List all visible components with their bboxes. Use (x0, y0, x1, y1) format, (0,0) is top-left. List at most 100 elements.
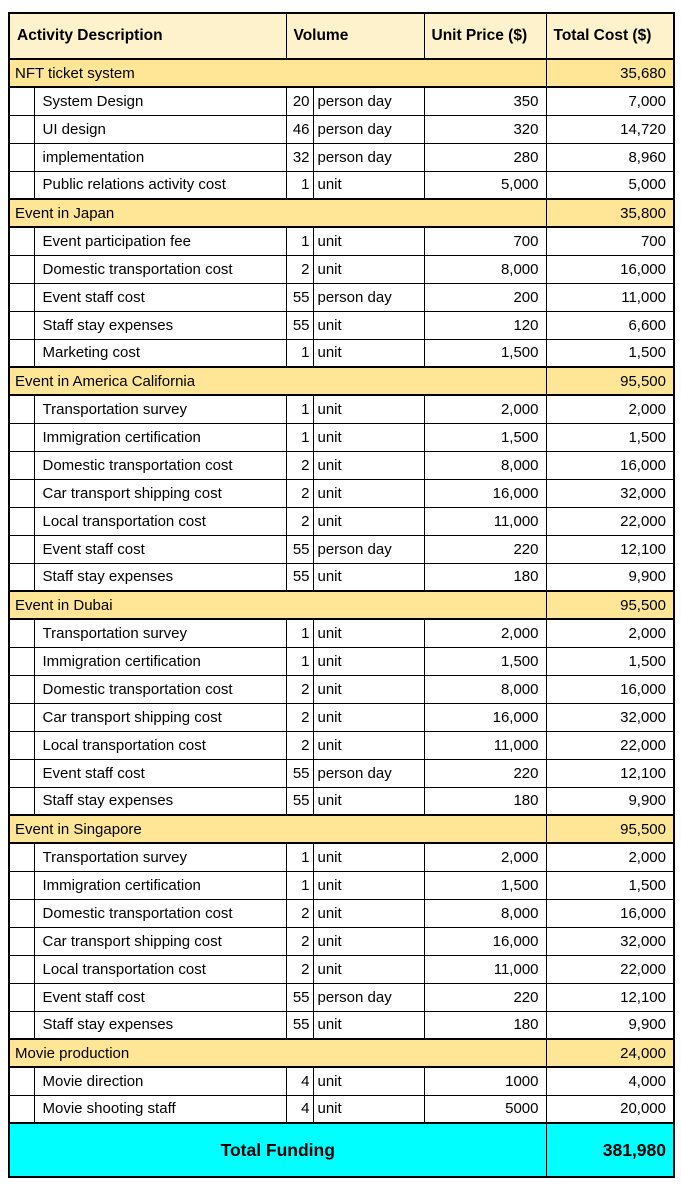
volume-unit-cell: person day (312, 86, 425, 116)
section-row: Event in Dubai 95,500 (8, 590, 675, 620)
activity-description-cell: implementation (33, 142, 287, 172)
unit-price-cell: 8,000 (423, 674, 547, 704)
volume-unit-cell: unit (312, 926, 425, 956)
detail-row: Transportation survey 1 unit 2,000 2,000 (8, 394, 675, 424)
activity-description-cell: Transportation survey (33, 618, 287, 648)
total-funding-label: Total Funding (8, 1122, 547, 1178)
detail-row: Marketing cost 1 unit 1,500 1,500 (8, 338, 675, 368)
section-total: 95,500 (545, 366, 675, 396)
indent-cell (8, 618, 35, 648)
volume-quantity-cell: 55 (285, 1010, 314, 1040)
activity-description-cell: Domestic transportation cost (33, 674, 287, 704)
indent-cell (8, 86, 35, 116)
volume-quantity-cell: 2 (285, 506, 314, 536)
indent-cell (8, 926, 35, 956)
activity-description-cell: Car transport shipping cost (33, 926, 287, 956)
volume-quantity-cell: 1 (285, 394, 314, 424)
detail-row: Movie shooting staff 4 unit 5000 20,000 (8, 1094, 675, 1124)
activity-description-cell: Event staff cost (33, 982, 287, 1012)
detail-row: Immigration certification 1 unit 1,500 1,500 (8, 870, 675, 900)
volume-unit-cell: unit (312, 646, 425, 676)
indent-cell (8, 786, 35, 816)
column-header-total-cost: Total Cost ($) (545, 12, 675, 60)
activity-description-cell: Event staff cost (33, 534, 287, 564)
section-row: NFT ticket system 35,680 (8, 58, 675, 88)
total-cost-cell: 5,000 (545, 170, 675, 200)
volume-unit-cell: person day (312, 114, 425, 144)
unit-price-cell: 180 (423, 562, 547, 592)
detail-row: Car transport shipping cost 2 unit 16,000 32… (8, 926, 675, 956)
column-header-unit-price: Unit Price ($) (423, 12, 547, 60)
volume-unit-cell: person day (312, 282, 425, 312)
detail-row: Immigration certification 1 unit 1,500 1,500 (8, 422, 675, 452)
total-cost-cell: 9,900 (545, 562, 675, 592)
volume-quantity-cell: 2 (285, 926, 314, 956)
volume-quantity-cell: 2 (285, 674, 314, 704)
unit-price-cell: 8,000 (423, 254, 547, 284)
section-total: 95,500 (545, 590, 675, 620)
indent-cell (8, 114, 35, 144)
section-label: NFT ticket system (8, 58, 547, 88)
activity-description-cell: Immigration certification (33, 870, 287, 900)
detail-row: Domestic transportation cost 2 unit 8,000 16… (8, 674, 675, 704)
activity-description-cell: Car transport shipping cost (33, 478, 287, 508)
activity-description-cell: Domestic transportation cost (33, 898, 287, 928)
section-label: Event in Dubai (8, 590, 547, 620)
activity-description-cell: Event staff cost (33, 282, 287, 312)
unit-price-cell: 16,000 (423, 702, 547, 732)
volume-quantity-cell: 55 (285, 562, 314, 592)
total-cost-cell: 12,100 (545, 534, 675, 564)
total-cost-cell: 9,900 (545, 1010, 675, 1040)
detail-row: UI design 46 person day 320 14,720 (8, 114, 675, 144)
volume-quantity-cell: 2 (285, 954, 314, 984)
total-funding-value: 381,980 (545, 1122, 675, 1178)
section-row: Event in Japan 35,800 (8, 198, 675, 228)
indent-cell (8, 674, 35, 704)
section-row: Event in America California 95,500 (8, 366, 675, 396)
total-cost-cell: 1,500 (545, 338, 675, 368)
indent-cell (8, 506, 35, 536)
volume-quantity-cell: 1 (285, 618, 314, 648)
volume-quantity-cell: 55 (285, 282, 314, 312)
volume-quantity-cell: 55 (285, 758, 314, 788)
unit-price-cell: 2,000 (423, 394, 547, 424)
volume-unit-cell: unit (312, 254, 425, 284)
activity-description-cell: UI design (33, 114, 287, 144)
indent-cell (8, 254, 35, 284)
volume-unit-cell: person day (312, 142, 425, 172)
volume-quantity-cell: 4 (285, 1066, 314, 1096)
volume-quantity-cell: 55 (285, 310, 314, 340)
activity-description-cell: Staff stay expenses (33, 310, 287, 340)
activity-description-cell: Staff stay expenses (33, 1010, 287, 1040)
activity-description-cell: Staff stay expenses (33, 786, 287, 816)
total-cost-cell: 4,000 (545, 1066, 675, 1096)
volume-quantity-cell: 55 (285, 786, 314, 816)
volume-unit-cell: unit (312, 338, 425, 368)
total-cost-cell: 1,500 (545, 870, 675, 900)
detail-row: Event participation fee 1 unit 700 700 (8, 226, 675, 256)
total-cost-cell: 22,000 (545, 506, 675, 536)
detail-row: Immigration certification 1 unit 1,500 1,500 (8, 646, 675, 676)
total-cost-cell: 12,100 (545, 758, 675, 788)
indent-cell (8, 478, 35, 508)
unit-price-cell: 11,000 (423, 506, 547, 536)
detail-row: Public relations activity cost 1 unit 5,000… (8, 170, 675, 200)
unit-price-cell: 220 (423, 758, 547, 788)
activity-description-cell: Event participation fee (33, 226, 287, 256)
volume-quantity-cell: 1 (285, 842, 314, 872)
indent-cell (8, 758, 35, 788)
activity-description-cell: Local transportation cost (33, 730, 287, 760)
volume-quantity-cell: 55 (285, 534, 314, 564)
detail-row: Event staff cost 55 person day 220 12,100 (8, 534, 675, 564)
unit-price-cell: 1,500 (423, 422, 547, 452)
volume-quantity-cell: 20 (285, 86, 314, 116)
activity-description-cell: Marketing cost (33, 338, 287, 368)
total-cost-cell: 16,000 (545, 450, 675, 480)
section-total: 95,500 (545, 814, 675, 844)
volume-quantity-cell: 1 (285, 870, 314, 900)
indent-cell (8, 282, 35, 312)
detail-row: Staff stay expenses 55 unit 180 9,900 (8, 786, 675, 816)
unit-price-cell: 350 (423, 86, 547, 116)
section-label: Event in Singapore (8, 814, 547, 844)
total-cost-cell: 16,000 (545, 898, 675, 928)
